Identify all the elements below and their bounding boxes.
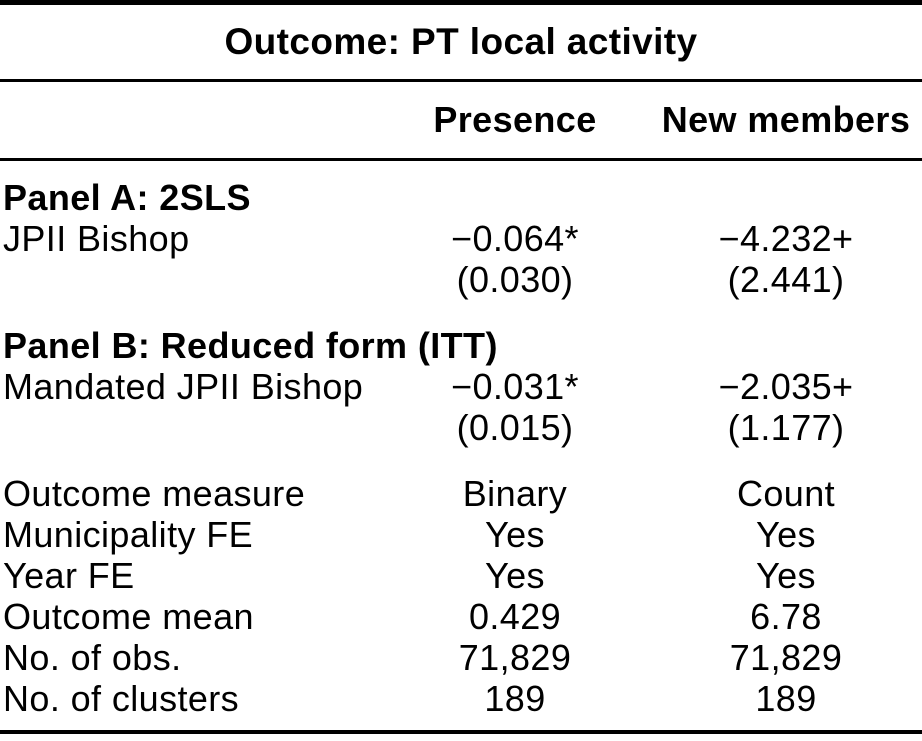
table-row-mandated-jpii-bishop-coef: Mandated JPII Bishop −0.031* −2.035+	[0, 366, 922, 407]
coef-cell: −0.064*	[451, 217, 579, 259]
table-row-no-of-obs: No. of obs. 71,829 71,829	[0, 637, 922, 678]
coef-cell: −4.232+	[718, 217, 854, 259]
column-header-presence: Presence	[433, 99, 597, 140]
row-label: Outcome mean	[3, 595, 254, 637]
coef-cell: −0.031*	[451, 365, 579, 407]
header-divider-rule	[0, 158, 922, 161]
table-row-jpii-bishop-se: (0.030) (2.441)	[0, 259, 922, 300]
table-row-outcome-measure: Outcome measure Binary Count	[0, 473, 922, 514]
stat-cell: 0.429	[468, 595, 562, 637]
se-cell: (2.441)	[727, 258, 845, 300]
stat-cell: 6.78	[750, 595, 822, 637]
table-row-no-of-clusters: No. of clusters 189 189	[0, 678, 922, 719]
stat-cell: Yes	[485, 513, 545, 555]
bottom-rule	[0, 730, 922, 734]
se-cell: (0.015)	[456, 406, 574, 448]
table-row-year-fe: Year FE Yes Yes	[0, 555, 922, 596]
row-label: Mandated JPII Bishop	[3, 365, 364, 407]
stat-cell: Binary	[462, 472, 568, 514]
table-body: Panel A: 2SLS JPII Bishop −0.064* −4.232…	[0, 161, 922, 730]
table-row-municipality-fe: Municipality FE Yes Yes	[0, 514, 922, 555]
row-label: JPII Bishop	[3, 217, 190, 259]
table-row-mandated-jpii-bishop-se: (0.015) (1.177)	[0, 407, 922, 448]
column-header-new-members: New members	[661, 99, 911, 140]
panel-a-row: Panel A: 2SLS	[0, 177, 922, 218]
row-label: Year FE	[3, 554, 135, 596]
stat-cell: 71,829	[729, 636, 843, 678]
stat-cell: Count	[736, 472, 836, 514]
stat-cell: 71,829	[458, 636, 572, 678]
stat-cell: Yes	[756, 513, 816, 555]
coef-cell: −2.035+	[718, 365, 854, 407]
stat-cell: 189	[484, 677, 546, 719]
table-row-jpii-bishop-coef: JPII Bishop −0.064* −4.232+	[0, 218, 922, 259]
row-label: No. of obs.	[3, 636, 182, 678]
panel-b-label: Panel B: Reduced form (ITT)	[3, 324, 498, 366]
row-label: Municipality FE	[3, 513, 254, 555]
row-label: Outcome measure	[3, 472, 306, 514]
panel-b-row: Panel B: Reduced form (ITT)	[0, 325, 922, 366]
row-label: No. of clusters	[3, 677, 240, 719]
se-cell: (1.177)	[727, 406, 845, 448]
panel-a-label: Panel A: 2SLS	[3, 176, 251, 218]
se-cell: (0.030)	[456, 258, 574, 300]
stats-gap	[0, 448, 922, 473]
stat-cell: Yes	[756, 554, 816, 596]
table-row-outcome-mean: Outcome mean 0.429 6.78	[0, 596, 922, 637]
table-title: Outcome: PT local activity	[224, 21, 698, 62]
table-title-row: Outcome: PT local activity	[0, 5, 922, 79]
stat-cell: Yes	[485, 554, 545, 596]
column-header-row: Presence New members	[0, 82, 922, 158]
panel-gap	[0, 300, 922, 325]
top-rule	[0, 0, 922, 5]
stat-cell: 189	[755, 677, 817, 719]
title-divider-rule	[0, 79, 922, 82]
